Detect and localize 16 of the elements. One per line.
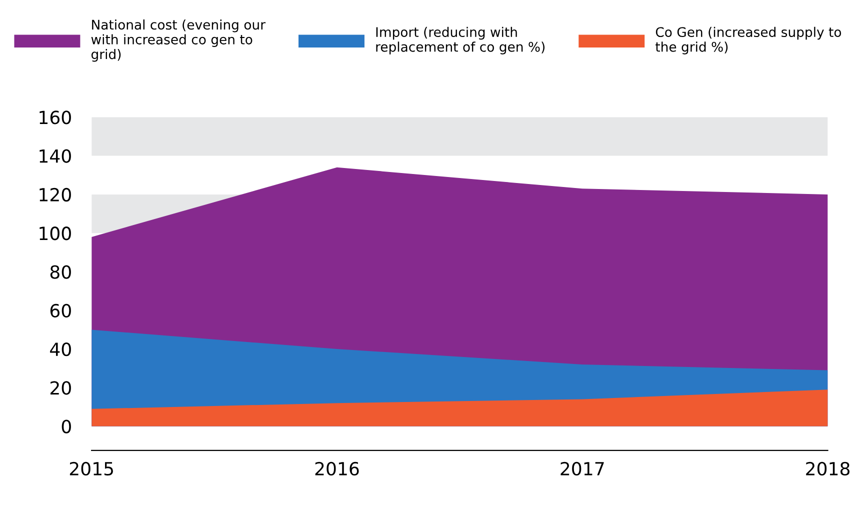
y-tick-label: 160 xyxy=(40,110,71,124)
y-tick-label: 20 xyxy=(50,381,71,395)
legend-label: National cost (evening our with increased co gen to grid) xyxy=(91,19,266,62)
y-tick-label: 40 xyxy=(50,342,71,356)
legend-label: Import (reducing with replacement of co gen %) xyxy=(376,26,545,54)
x-tick-label: 2018 xyxy=(806,462,850,476)
y-tick-label: 100 xyxy=(40,226,71,240)
legend-label: Co Gen (increased supply to the grid %) xyxy=(656,26,842,54)
y-tick-label: 120 xyxy=(40,188,71,202)
y-tick-label: 140 xyxy=(40,149,71,163)
y-tick-label: 0 xyxy=(62,420,71,434)
y-tick-label: 80 xyxy=(50,265,71,279)
y-tick-label: 60 xyxy=(50,304,71,318)
x-tick-label: 2016 xyxy=(315,462,359,476)
x-tick-label: 2017 xyxy=(560,462,604,476)
x-tick-label: 2015 xyxy=(70,462,113,476)
